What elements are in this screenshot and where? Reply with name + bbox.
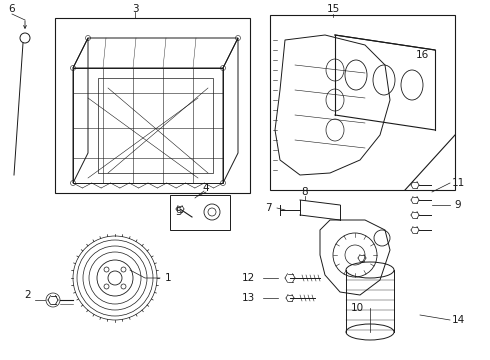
Bar bbox=[55, 18, 250, 193]
Text: 3: 3 bbox=[132, 4, 138, 14]
Text: 11: 11 bbox=[451, 178, 465, 188]
Text: 13: 13 bbox=[242, 293, 255, 303]
Text: 5: 5 bbox=[175, 207, 181, 217]
Bar bbox=[170, 195, 230, 230]
Text: 1: 1 bbox=[165, 273, 172, 283]
Text: 6: 6 bbox=[9, 4, 15, 14]
Text: 16: 16 bbox=[416, 50, 429, 60]
Bar bbox=[270, 15, 455, 190]
Text: 9: 9 bbox=[455, 200, 461, 210]
Text: 7: 7 bbox=[265, 203, 271, 213]
Text: 12: 12 bbox=[242, 273, 255, 283]
Text: 2: 2 bbox=[24, 290, 31, 300]
Text: 14: 14 bbox=[451, 315, 465, 325]
Text: 10: 10 bbox=[350, 303, 364, 313]
Bar bbox=[98, 78, 213, 173]
Text: 4: 4 bbox=[203, 183, 209, 193]
Text: 8: 8 bbox=[302, 187, 308, 197]
Text: 15: 15 bbox=[326, 4, 340, 14]
